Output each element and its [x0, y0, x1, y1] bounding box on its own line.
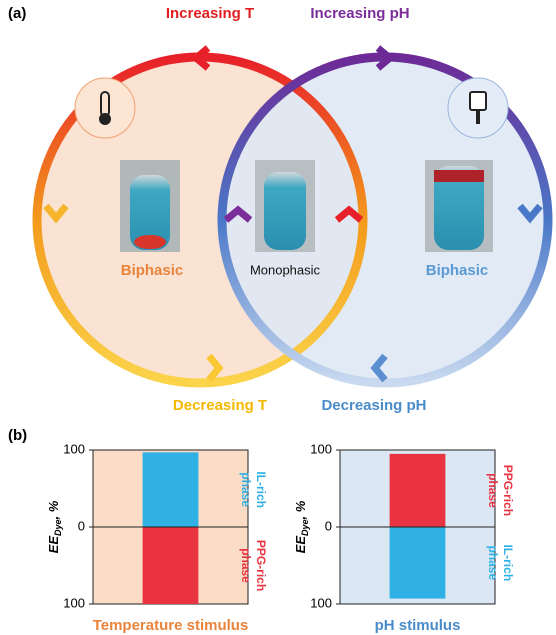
state-label: Biphasic	[121, 262, 184, 279]
decreasing-ph: Decreasing pH	[321, 397, 426, 414]
y-axis-label-part: , %	[293, 500, 308, 520]
x-axis-label: pH stimulus	[375, 617, 461, 634]
figure: (a) Increasing T Increasing pH Biphasic …	[0, 0, 556, 635]
y-tick-label: 0	[78, 518, 85, 533]
y-axis-label-part: EE	[293, 536, 308, 554]
panel-label: (b)	[8, 427, 27, 444]
y-tick-label: 0	[325, 518, 332, 533]
bar	[143, 452, 199, 527]
y-axis-label: EEDye, %	[293, 500, 310, 553]
y-tick-label: 100	[63, 441, 85, 456]
y-axis-label: EEDye, %	[46, 500, 63, 553]
y-tick-label: 100	[310, 441, 332, 456]
y-tick-label: 100	[63, 595, 85, 610]
y-tick-label: 100	[310, 595, 332, 610]
state-label: Monophasic	[250, 262, 321, 277]
decreasing-t: Decreasing T	[173, 397, 267, 414]
thermometer-icon	[75, 78, 135, 138]
panel-label: (a)	[8, 5, 26, 22]
x-axis-label: Temperature stimulus	[93, 617, 249, 634]
bar	[390, 527, 446, 599]
ph-meter	[476, 110, 480, 124]
y-axis-label-part: EE	[46, 536, 61, 554]
y-axis-label-part: Dye	[53, 519, 63, 536]
tube	[264, 172, 306, 250]
bar	[390, 454, 446, 527]
y-axis-label-part: Dye	[300, 519, 310, 536]
thermometer	[99, 113, 111, 125]
state-label: Biphasic	[426, 262, 489, 279]
increasing-ph: Increasing pH	[310, 5, 409, 22]
increasing-t: Increasing T	[166, 5, 254, 22]
ph-meter	[470, 92, 486, 110]
tube-phase	[134, 235, 166, 249]
series-label: IL-richphase	[239, 471, 268, 508]
series-label: IL-richphase	[486, 544, 515, 581]
tube-phase	[434, 170, 484, 182]
y-axis-label-part: , %	[46, 500, 61, 520]
bar	[143, 527, 199, 604]
